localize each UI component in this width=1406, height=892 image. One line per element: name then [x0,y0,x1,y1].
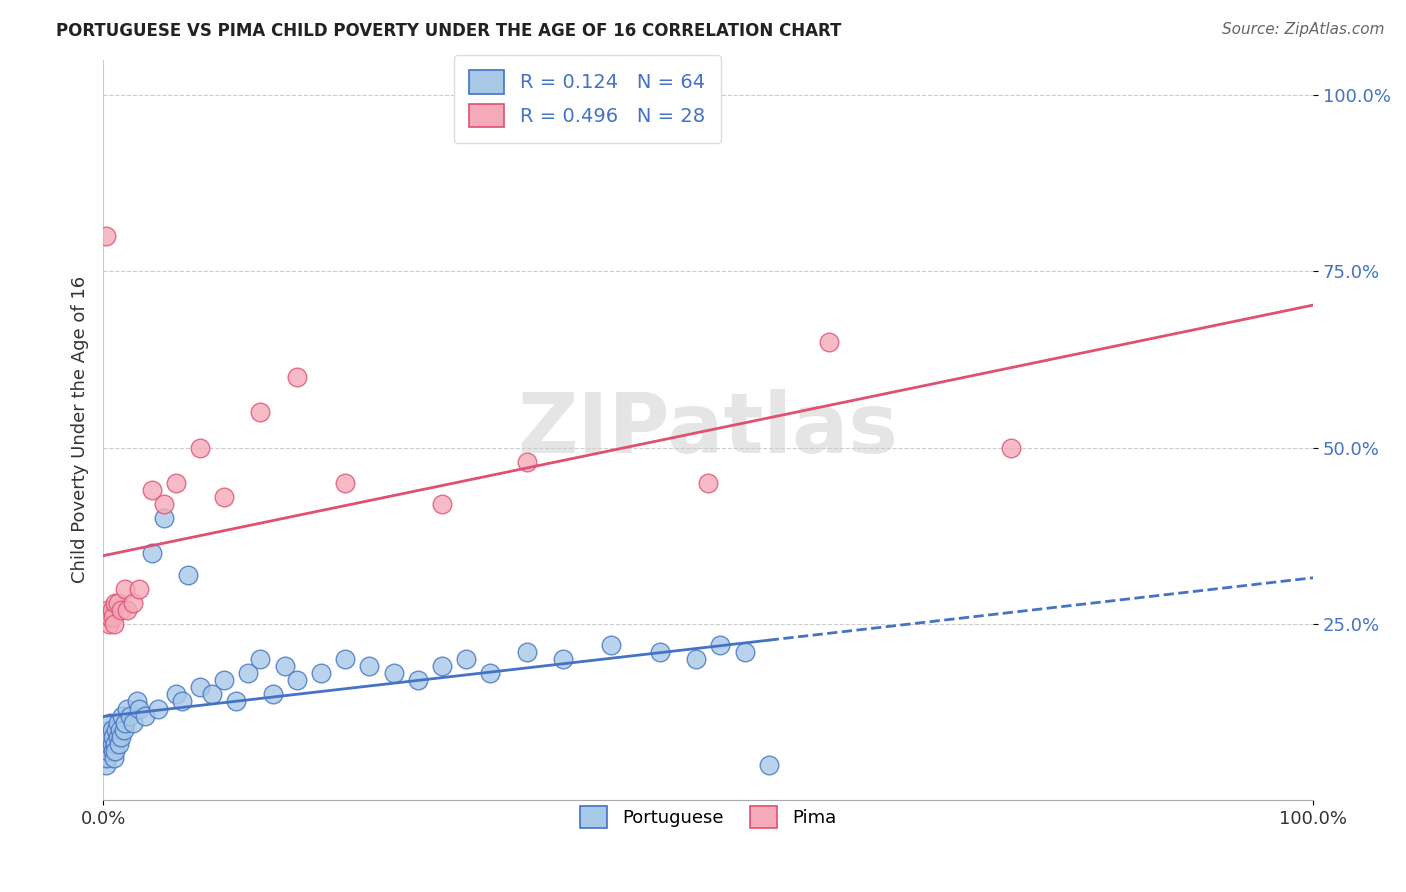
Point [146,701,169,715]
Point [103,751,125,765]
Point [107,715,129,730]
Point [201,687,224,701]
Point [685,652,707,666]
Point [100,610,122,624]
Point [249,405,271,419]
Point [114,715,136,730]
Point [128,701,150,715]
Point [104,744,127,758]
Point [238,666,260,681]
Point [285,673,308,688]
Text: Source: ZipAtlas.com: Source: ZipAtlas.com [1222,22,1385,37]
Point [105,723,128,737]
Point [134,708,156,723]
Point [188,441,211,455]
Point [100,730,122,744]
Point [456,652,478,666]
Point [98,616,121,631]
Point [122,596,145,610]
Point [697,475,720,490]
Point [1000,441,1022,455]
Point [117,701,139,715]
Point [110,730,132,744]
Point [758,758,780,772]
Point [152,497,174,511]
Point [101,730,124,744]
Point [285,370,308,384]
Point [100,715,122,730]
Point [818,334,841,349]
Point [122,715,145,730]
Point [141,483,163,497]
Point [128,582,150,596]
Point [262,687,284,701]
Point [225,694,247,708]
Point [430,497,453,511]
Point [479,666,502,681]
Point [734,645,756,659]
Point [188,681,211,695]
Point [94,758,117,772]
Point [98,723,121,737]
Point [600,638,623,652]
Point [104,737,127,751]
Point [100,603,122,617]
Point [100,723,122,737]
Point [333,652,356,666]
Point [516,455,538,469]
Point [165,475,187,490]
Point [152,511,174,525]
Point [117,603,139,617]
Point [107,730,129,744]
Point [98,737,121,751]
Point [273,659,295,673]
Point [170,694,193,708]
Text: ZIPatlas: ZIPatlas [517,390,898,470]
Point [141,546,163,560]
Point [97,744,120,758]
Point [118,708,141,723]
Point [94,744,117,758]
Point [114,582,136,596]
Point [97,730,120,744]
Point [100,737,122,751]
Legend: Portuguese, Pima: Portuguese, Pima [574,799,844,836]
Point [97,610,120,624]
Point [359,659,381,673]
Point [93,751,115,765]
Text: PORTUGUESE VS PIMA CHILD POVERTY UNDER THE AGE OF 16 CORRELATION CHART: PORTUGUESE VS PIMA CHILD POVERTY UNDER T… [56,22,842,40]
Point [333,475,356,490]
Y-axis label: Child Poverty Under the Age of 16: Child Poverty Under the Age of 16 [72,277,89,583]
Point [212,673,235,688]
Point [382,666,405,681]
Point [125,694,148,708]
Point [249,652,271,666]
Point [165,687,187,701]
Point [104,596,127,610]
Point [110,603,132,617]
Point [551,652,574,666]
Point [103,616,125,631]
Point [96,737,118,751]
Point [648,645,671,659]
Point [107,596,129,610]
Point [101,744,124,758]
Point [709,638,731,652]
Point [309,666,332,681]
Point [406,673,429,688]
Point [430,659,453,673]
Point [94,229,117,244]
Point [177,567,200,582]
Point [96,751,118,765]
Point [108,737,131,751]
Point [101,610,124,624]
Point [96,603,118,617]
Point [108,723,131,737]
Point [111,708,134,723]
Point [212,490,235,504]
Point [516,645,538,659]
Point [112,723,135,737]
